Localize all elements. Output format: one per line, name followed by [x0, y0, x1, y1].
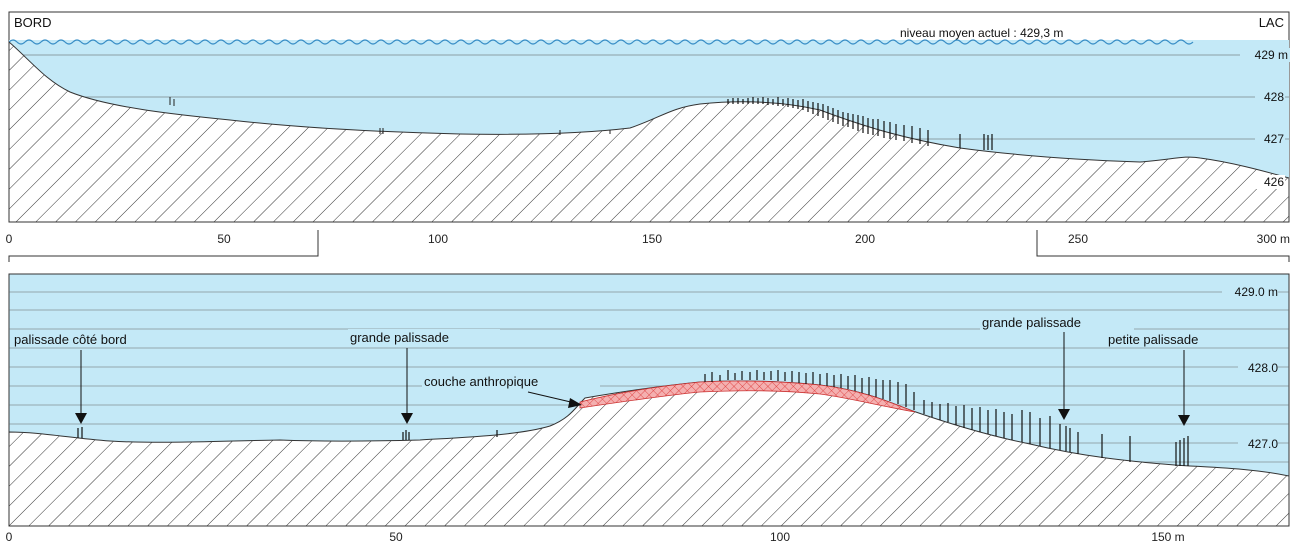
water-level-label: niveau moyen actuel : 429,3 m [900, 26, 1063, 40]
couche-anthropique-label: couche anthropique [424, 374, 538, 389]
grande-palissade-right-arrowhead [1058, 409, 1070, 420]
top-elev-427: 427 [1264, 132, 1284, 146]
bottom-tick-150: 150 m [1151, 530, 1184, 544]
couche-arrowhead [568, 398, 582, 408]
bottom-elev-429: 429.0 m [1235, 285, 1278, 299]
bottom-tick-100: 100 [770, 530, 790, 544]
top-elev-426: 426 [1264, 175, 1284, 189]
top-bord-label: BORD [14, 15, 52, 30]
top-elevation-labels: 429 m 428 427 426 [1240, 48, 1290, 189]
top-tick-200: 200 [855, 232, 875, 246]
top-tick-50: 50 [217, 232, 231, 246]
bottom-pile-clusters [77, 370, 1189, 466]
bottom-elev-427: 427.0 [1248, 437, 1278, 451]
top-profile-panel: BORD LAC niveau moyen actuel : 429,3 m 4… [8, 11, 1290, 223]
top-tick-0: 0 [6, 232, 13, 246]
top-lac-label: LAC [1259, 15, 1284, 30]
bottom-tick-0: 0 [6, 530, 13, 544]
bottom-x-axis: 0 50 100 150 m [6, 530, 1185, 544]
petite-palissade-label: petite palissade [1108, 332, 1198, 347]
top-piles [169, 97, 611, 135]
bottom-tick-50: 50 [389, 530, 403, 544]
top-tick-300: 300 m [1257, 232, 1290, 246]
grande-palissade-right-label: grande palissade [982, 315, 1081, 330]
top-elev-429: 429 m [1255, 48, 1288, 62]
top-water-surface-wave [9, 39, 1194, 45]
bottom-elevation-labels: 429.0 m 428.0 427.0 [1222, 284, 1278, 451]
bottom-elev-428: 428.0 [1248, 361, 1278, 375]
top-x-axis: 0 50 100 150 200 250 300 m [6, 232, 1290, 246]
top-tick-100: 100 [428, 232, 448, 246]
petite-palissade-arrowhead [1178, 415, 1190, 426]
top-ground-profile [9, 41, 1289, 222]
couche-arrow [527, 391, 576, 404]
zoom-bracket-left [8, 230, 319, 262]
grande-palissade-left-arrowhead [401, 413, 413, 424]
couche-anthropique-layer [579, 380, 916, 413]
top-pile-cluster [727, 97, 993, 150]
palissade-bord-label: palissade côté bord [14, 332, 127, 347]
bottom-annotations: palissade côté bord grande palissade cou… [12, 314, 1246, 426]
palissade-bord-arrowhead [75, 413, 87, 424]
top-elev-428: 428 [1264, 90, 1284, 104]
top-tick-250: 250 [1068, 232, 1088, 246]
top-tick-150: 150 [642, 232, 662, 246]
grande-palissade-left-label: grande palissade [350, 330, 449, 345]
bottom-profile-panel: 429.0 m 428.0 427.0 palissade côté bord … [8, 273, 1290, 527]
zoom-bracket-right [1036, 230, 1290, 262]
